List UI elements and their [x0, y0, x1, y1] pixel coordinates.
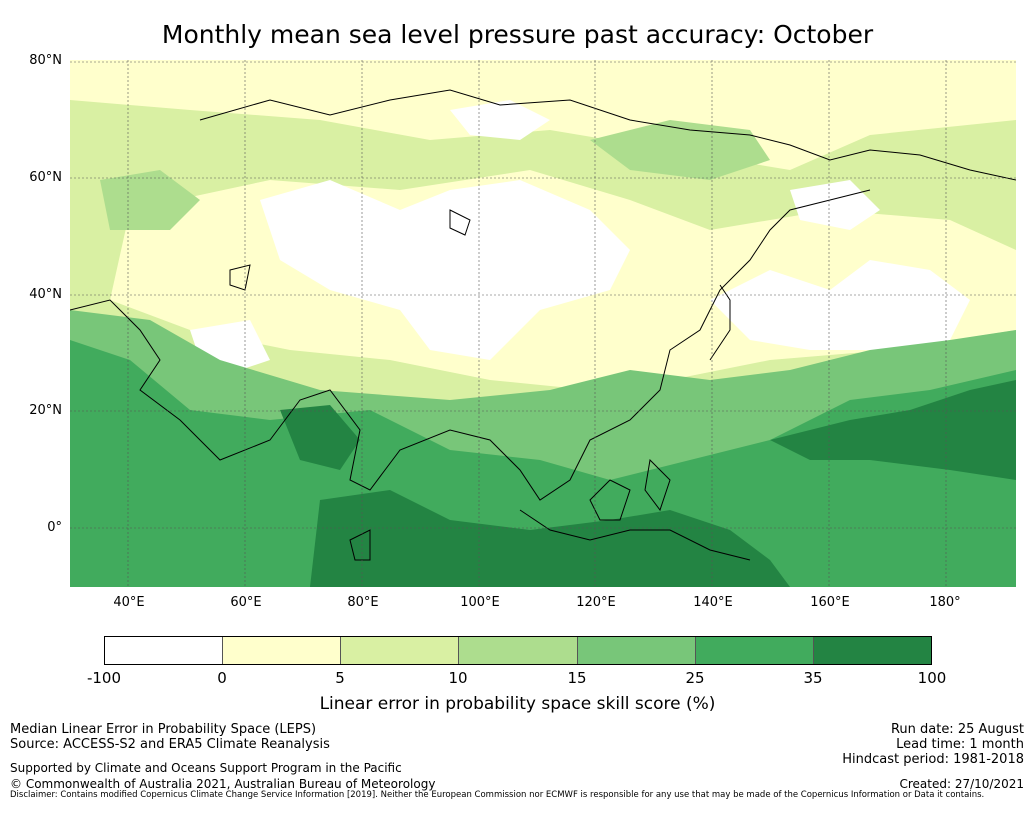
lon-label-180: 180°	[929, 595, 961, 610]
coastline-sri-lanka	[349, 529, 371, 561]
colorbar-swatch	[223, 637, 342, 664]
colorbar-tick: 35	[803, 669, 823, 687]
colorbar-tick: 25	[685, 669, 705, 687]
region-darkgreen-india	[280, 405, 360, 470]
lat-label-60n: 60°N	[29, 170, 62, 185]
footer-source: Source: ACCESS-S2 and ERA5 Climate Reana…	[10, 737, 330, 752]
lon-label-40e: 40°E	[113, 595, 145, 610]
lead-time: Lead time: 1 month	[896, 737, 1024, 752]
footer-support: Supported by Climate and Oceans Support …	[10, 761, 402, 775]
region-green-indianocean	[70, 340, 1016, 587]
gridlines	[70, 60, 1016, 587]
region-lightgreen-europe	[100, 170, 200, 230]
region-lightgreen-north	[590, 120, 770, 180]
coastline-lake	[449, 209, 471, 236]
colorbar-swatch	[577, 637, 696, 664]
colorbar-tick: 0	[217, 669, 227, 687]
footer-right: Run date: 25 August Lead time: 1 month H…	[842, 722, 1024, 767]
colorbar-tick: 100	[917, 669, 947, 687]
lon-label-120e: 120°E	[576, 595, 616, 610]
coastline-arctic	[199, 89, 1016, 181]
chart-title: Monthly mean sea level pressure past acc…	[161, 20, 874, 49]
colorbar-tick: -100	[86, 669, 122, 687]
disclaimer: Disclaimer: Contains modified Copernicus…	[10, 790, 985, 800]
lat-label-20n: 20°N	[29, 403, 62, 418]
colorbar-swatch	[459, 637, 578, 664]
colorbar-tick: 15	[567, 669, 587, 687]
coastline-indonesia	[519, 509, 751, 561]
region-darkgreen-indonesia	[310, 490, 790, 587]
lon-label-140e: 140°E	[693, 595, 733, 610]
skill-score-map	[70, 60, 1016, 587]
lon-label-160e: 160°E	[810, 595, 850, 610]
colorbar-tick: 10	[448, 669, 468, 687]
colorbar-swatch	[341, 637, 460, 664]
lat-label-40n: 40°N	[29, 287, 62, 302]
region-white-pacific	[710, 260, 970, 350]
lon-label-80e: 80°E	[347, 595, 379, 610]
colorbar-swatch	[695, 637, 814, 664]
footer-copyright: © Commonwealth of Australia 2021, Austra…	[10, 777, 436, 791]
footer-method: Median Linear Error in Probability Space…	[10, 722, 317, 737]
colorbar-swatch	[813, 637, 931, 664]
map-canvas	[70, 60, 1016, 587]
hindcast-period: Hindcast period: 1981-2018	[842, 752, 1024, 767]
coastline-asia-south-east	[70, 189, 871, 501]
region-white-arctic	[450, 100, 550, 140]
coastline-borneo	[589, 479, 631, 521]
lat-label-equator: 0°	[47, 520, 62, 535]
coastline-philippines	[644, 458, 671, 512]
colorbar-tick: 5	[335, 669, 345, 687]
lat-label-80n: 80°N	[29, 53, 62, 68]
lon-label-60e: 60°E	[230, 595, 262, 610]
region-white-beringsea	[790, 180, 880, 230]
lon-label-100e: 100°E	[460, 595, 500, 610]
created-date: Created: 27/10/2021	[899, 777, 1024, 791]
coastline-japan	[709, 284, 731, 361]
region-white-siberia	[260, 180, 630, 360]
colorbar-label: Linear error in probability space skill …	[319, 694, 716, 714]
colorbar	[104, 636, 932, 665]
region-darkgreen-pacific	[770, 380, 1016, 480]
run-date: Run date: 25 August	[890, 722, 1024, 737]
coastlines	[70, 89, 1016, 561]
footer-left: Median Linear Error in Probability Space…	[10, 722, 330, 752]
colorbar-swatch	[105, 637, 224, 664]
